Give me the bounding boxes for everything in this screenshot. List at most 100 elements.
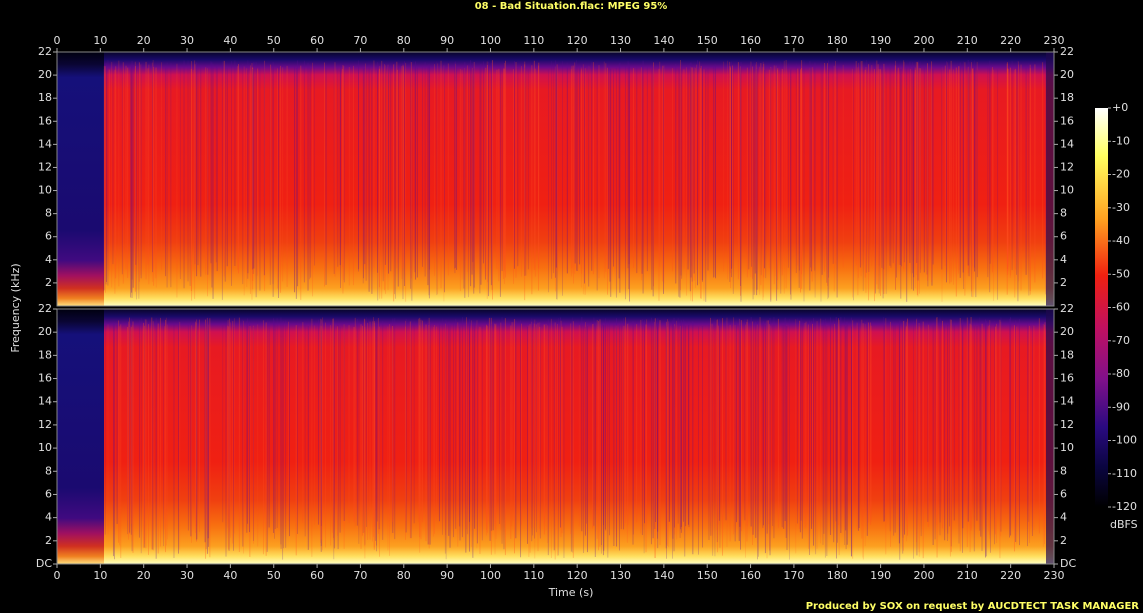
colorbar-tick-label: -100 (1112, 434, 1137, 447)
y-tick-label: 22 (38, 45, 52, 58)
chart-title: 08 - Bad Situation.flac: MPEG 95% (475, 1, 668, 12)
y-tick-label-right: 20 (1060, 325, 1074, 338)
x-tick-label: 160 (740, 569, 761, 582)
y-tick-label: 12 (38, 160, 52, 173)
x-tick-label-top: 230 (1044, 34, 1065, 47)
y-tick-label: 20 (38, 325, 52, 338)
x-tick-label: 90 (440, 569, 454, 582)
colorbar-tick-label: -90 (1112, 400, 1130, 413)
y-tick-label: 22 (38, 302, 52, 315)
x-tick-label: 0 (54, 569, 61, 582)
y-tick-label-right: 18 (1060, 91, 1074, 104)
x-tick-label-top: 20 (137, 34, 151, 47)
y-tick-label-right: 12 (1060, 418, 1074, 431)
y-tick-label-right: 14 (1060, 137, 1074, 150)
x-tick-label: 210 (957, 569, 978, 582)
y-tick-label: DC (36, 557, 52, 570)
x-tick-label-top: 180 (827, 34, 848, 47)
colorbar-tick-label: -70 (1112, 334, 1130, 347)
y-tick-label-right: 22 (1060, 45, 1074, 58)
colorbar-tick-label: -40 (1112, 234, 1130, 247)
x-tick-label: 190 (870, 569, 891, 582)
x-tick-label: 110 (523, 569, 544, 582)
colorbar-tick-label: -50 (1112, 267, 1130, 280)
x-tick-label: 10 (93, 569, 107, 582)
y-tick-label-right: 8 (1060, 464, 1067, 477)
y-tick-label: 6 (45, 487, 52, 500)
y-tick-label-right: 10 (1060, 441, 1074, 454)
x-tick-label: 60 (310, 569, 324, 582)
spectrogram-panel (57, 52, 1054, 306)
x-tick-label-top: 150 (697, 34, 718, 47)
colorbar-tick-label: -80 (1112, 367, 1130, 380)
y-axis-title: Frequency (kHz) (9, 263, 22, 352)
colorbar-tick-label: -60 (1112, 301, 1130, 314)
y-tick-label: 4 (45, 511, 52, 524)
panel-frame (56, 51, 1055, 307)
x-tick-label-top: 60 (310, 34, 324, 47)
x-tick-label-top: 80 (397, 34, 411, 47)
colorbar-tick-label: -20 (1112, 168, 1130, 181)
x-tick-label: 100 (480, 569, 501, 582)
x-tick-label-top: 140 (653, 34, 674, 47)
y-tick-label: 20 (38, 68, 52, 81)
x-tick-label: 80 (397, 569, 411, 582)
x-axis-title: Time (s) (548, 586, 594, 599)
x-tick-label-top: 40 (223, 34, 237, 47)
x-tick-label-top: 90 (440, 34, 454, 47)
y-tick-label-right: 6 (1060, 487, 1067, 500)
x-tick-label: 130 (610, 569, 631, 582)
x-tick-label: 230 (1044, 569, 1065, 582)
x-tick-label: 200 (913, 569, 934, 582)
y-tick-label-right: 2 (1060, 534, 1067, 547)
y-tick-label-right: 8 (1060, 207, 1067, 220)
x-tick-label-top: 210 (957, 34, 978, 47)
spectrogram-panel (57, 309, 1054, 564)
y-tick-label: 12 (38, 418, 52, 431)
x-tick-label: 170 (783, 569, 804, 582)
spectrogram-fade (1046, 309, 1054, 564)
y-tick-label-right: 4 (1060, 511, 1067, 524)
colorbar (1095, 108, 1108, 507)
y-tick-label-right: 6 (1060, 230, 1067, 243)
x-tick-label: 140 (653, 569, 674, 582)
x-tick-label-top: 50 (267, 34, 281, 47)
colorbar-tick-label: +0 (1112, 101, 1128, 114)
y-tick-label-right: 16 (1060, 114, 1074, 127)
y-tick-label: 10 (38, 184, 52, 197)
y-tick-label-right: 12 (1060, 160, 1074, 173)
x-tick-label: 70 (353, 569, 367, 582)
y-tick-label-right: 14 (1060, 395, 1074, 408)
y-tick-label: 2 (45, 534, 52, 547)
x-tick-label: 220 (1000, 569, 1021, 582)
y-tick-label-right: 22 (1060, 302, 1074, 315)
colorbar-label: dBFS (1110, 518, 1138, 531)
spectrogram-intro (57, 309, 104, 564)
y-tick-label: 16 (38, 372, 52, 385)
y-tick-label: 14 (38, 395, 52, 408)
x-tick-label-top: 170 (783, 34, 804, 47)
x-tick-label-top: 200 (913, 34, 934, 47)
x-tick-label-top: 160 (740, 34, 761, 47)
y-tick-label-right: 16 (1060, 372, 1074, 385)
x-tick-label-top: 110 (523, 34, 544, 47)
x-tick-label: 40 (223, 569, 237, 582)
y-tick-label-right: 10 (1060, 184, 1074, 197)
x-tick-label: 150 (697, 569, 718, 582)
y-tick-label: 2 (45, 276, 52, 289)
x-tick-label: 30 (180, 569, 194, 582)
spectrogram-intro (57, 52, 104, 306)
x-tick-label-top: 70 (353, 34, 367, 47)
x-tick-label-top: 130 (610, 34, 631, 47)
y-tick-label-right: DC (1060, 557, 1076, 570)
y-tick-label-right: 18 (1060, 348, 1074, 361)
panel-frame (56, 308, 1055, 565)
footer: Produced by SOX on request by AUCDTECT T… (806, 601, 1140, 612)
y-tick-label: 16 (38, 114, 52, 127)
x-tick-label-top: 10 (93, 34, 107, 47)
x-tick-label-top: 30 (180, 34, 194, 47)
colorbar-tick-label: -120 (1112, 500, 1137, 513)
x-tick-label-top: 0 (54, 34, 61, 47)
y-tick-label: 10 (38, 441, 52, 454)
y-tick-label: 4 (45, 253, 52, 266)
